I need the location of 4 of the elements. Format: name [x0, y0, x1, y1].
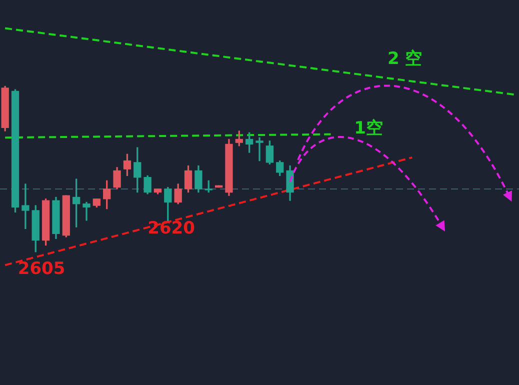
annotation: 2620	[148, 218, 196, 238]
annotation: 1空	[354, 118, 383, 138]
text: 2605	[18, 258, 66, 279]
text: 2 空	[387, 49, 422, 70]
